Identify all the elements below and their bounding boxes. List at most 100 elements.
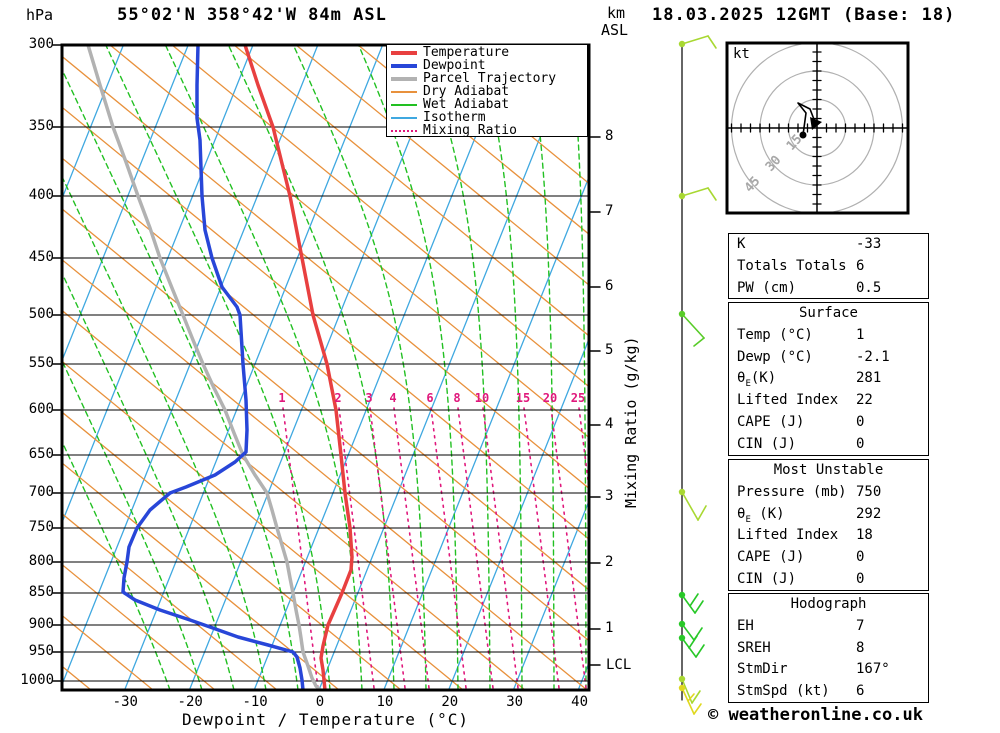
dry-adiabat-line bbox=[233, 45, 589, 337]
temp-tick-label: 30 bbox=[506, 694, 524, 710]
legend-item: Dry Adiabat bbox=[389, 85, 587, 98]
stats-row-value: 6 bbox=[856, 683, 865, 700]
stats-table-header: Hodograph bbox=[790, 596, 867, 612]
wind-barb bbox=[688, 635, 698, 649]
stats-row-label: CIN (J) bbox=[737, 435, 797, 452]
wind-barb-dot bbox=[678, 620, 686, 628]
dry-adiabat-line bbox=[171, 45, 589, 388]
datetime-title: 18.03.2025 12GMT (Base: 18) bbox=[652, 5, 956, 25]
stats-row-label: CAPE (J) bbox=[737, 549, 805, 566]
mixing-ratio-value-label: 20 bbox=[542, 391, 558, 405]
wind-barb-dot bbox=[678, 40, 686, 48]
stats-table-header: Most Unstable bbox=[773, 462, 884, 478]
temp-tick-label: 10 bbox=[376, 694, 394, 710]
stats-row: EH 7 bbox=[729, 616, 928, 638]
stats-row: CIN (J) 0 bbox=[729, 569, 928, 591]
stats-table: Hodograph EH 7 SREH 8 StmDir 167° StmSpd (kt) 6 bbox=[728, 593, 929, 703]
stats-row-value: 0 bbox=[856, 549, 865, 566]
legend-item-label: Dry Adiabat bbox=[423, 84, 510, 99]
legend-box: Temperature Dewpoint Parcel Trajectory Dry … bbox=[386, 44, 588, 137]
km-tick-label: 8 bbox=[605, 128, 614, 144]
legend-item: Isotherm bbox=[389, 111, 587, 124]
mixing-ratio-line bbox=[393, 407, 431, 690]
pressure-tick-label: 350 bbox=[28, 118, 54, 134]
legend-line-sample bbox=[391, 76, 417, 81]
isotherm-line bbox=[62, 45, 319, 687]
stats-row-label: K bbox=[737, 236, 746, 252]
mixing-ratio-line bbox=[550, 407, 588, 690]
wet-adiabat-line bbox=[62, 174, 267, 690]
stats-row-value: 22 bbox=[856, 392, 873, 409]
dry-adiabat-line bbox=[62, 106, 589, 541]
mixing-ratio-line bbox=[282, 407, 320, 690]
wind-barb-dot bbox=[678, 675, 686, 683]
wet-adiabat-line bbox=[62, 359, 203, 690]
temp-tick-label: 20 bbox=[441, 694, 459, 710]
legend-line-sample bbox=[391, 129, 417, 132]
stats-row-value: 7 bbox=[856, 617, 865, 634]
stats-row-value: 281 bbox=[856, 370, 882, 387]
wet-adiabat-line bbox=[357, 45, 459, 690]
stats-row: SREH 8 bbox=[729, 638, 928, 660]
wet-adiabat-line bbox=[105, 45, 331, 690]
wet-adiabat-line bbox=[292, 45, 427, 690]
wet-adiabat-line bbox=[227, 45, 395, 690]
dry-adiabat-line bbox=[62, 563, 216, 690]
legend-item-label: Isotherm bbox=[423, 110, 486, 125]
stats-row-value: 6 bbox=[856, 257, 865, 274]
temp-tick-label: 40 bbox=[571, 694, 589, 710]
stats-row: CAPE (J) 0 bbox=[729, 412, 928, 434]
stats-row: StmDir 167° bbox=[729, 659, 928, 681]
km-tick-label: 6 bbox=[605, 278, 614, 294]
mixing-ratio-line bbox=[578, 407, 589, 495]
temperature-curve bbox=[243, 45, 354, 690]
pressure-tick-label: 450 bbox=[28, 249, 54, 265]
stats-row-label: Totals Totals bbox=[737, 257, 847, 274]
dry-adiabat-line bbox=[295, 45, 589, 286]
wind-barb bbox=[697, 505, 707, 521]
hodograph-trace bbox=[797, 102, 816, 136]
wind-barb bbox=[693, 703, 702, 715]
stats-row-label: Dewp (°C) bbox=[737, 348, 813, 365]
wind-barb-dot bbox=[678, 684, 686, 692]
temp-tick-label: -10 bbox=[242, 694, 268, 710]
legend-line-sample bbox=[391, 103, 417, 106]
legend-item: Wet Adiabat bbox=[389, 98, 587, 111]
dry-adiabat-line bbox=[62, 55, 589, 490]
wind-barb bbox=[689, 593, 699, 607]
wet-adiabat-line bbox=[164, 45, 363, 690]
isotherm-line bbox=[447, 337, 589, 690]
wet-adiabat-line bbox=[420, 45, 491, 690]
hodograph-ring-label: 30 bbox=[763, 153, 785, 175]
mixing-ratio-line bbox=[430, 407, 468, 690]
wind-barb bbox=[681, 623, 695, 641]
pressure-tick-label: 300 bbox=[28, 36, 54, 52]
stats-table: K -33 Totals Totals 6 PW (cm) 0.5 bbox=[728, 233, 929, 299]
stats-table: Most Unstable Pressure (mb) 750 θE (K) 292 Li… bbox=[728, 459, 929, 591]
legend-item-label: Wet Adiabat bbox=[423, 97, 510, 112]
hodograph-storm-arrow bbox=[810, 117, 822, 130]
stats-row-label: Lifted Index bbox=[737, 527, 839, 544]
wet-adiabat-line bbox=[62, 67, 299, 690]
stats-row-value: -2.1 bbox=[856, 348, 890, 365]
pressure-tick-label: 850 bbox=[28, 584, 54, 600]
legend-line-sample bbox=[391, 90, 417, 93]
wet-adiabat-line bbox=[570, 45, 587, 690]
stats-row-value: 0 bbox=[856, 435, 865, 452]
stats-row-label: StmSpd (kt) bbox=[737, 683, 830, 700]
stats-row-label: θE(K) bbox=[737, 370, 777, 390]
mixing-ratio-value-label: 15 bbox=[515, 391, 531, 405]
dewpoint-curve bbox=[121, 45, 305, 690]
stats-row: Totals Totals 6 bbox=[729, 256, 928, 278]
km-axis-label: km bbox=[607, 4, 626, 22]
stats-row-value: 167° bbox=[856, 661, 890, 678]
legend-line-sample bbox=[391, 63, 417, 68]
legend-item: Mixing Ratio bbox=[389, 124, 587, 137]
stats-row: Lifted Index 18 bbox=[729, 525, 928, 547]
wet-adiabat-line bbox=[62, 271, 235, 690]
stats-row: θE (K) 292 bbox=[729, 504, 928, 526]
wind-barb bbox=[681, 594, 696, 614]
